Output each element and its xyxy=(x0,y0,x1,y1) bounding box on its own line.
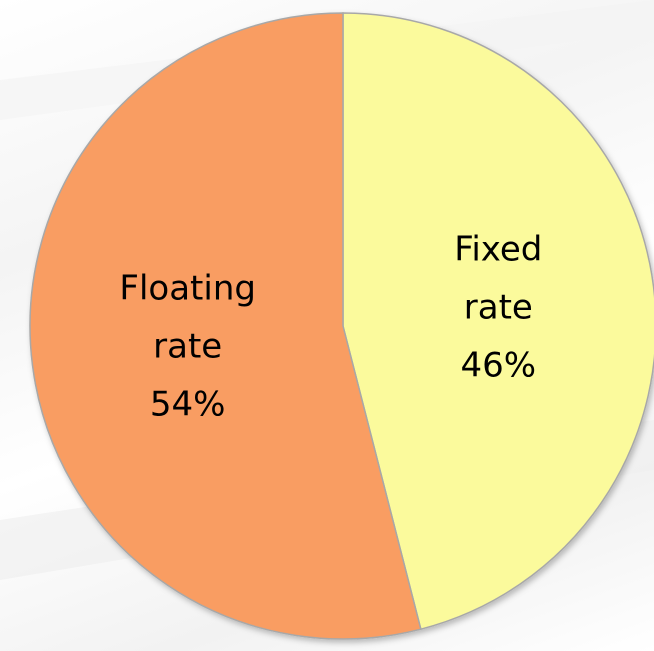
slice-label-line: rate xyxy=(464,287,533,327)
slice-label-line: 46% xyxy=(461,345,537,385)
slice-label-line: 54% xyxy=(150,385,226,425)
slice-label-line: rate xyxy=(153,327,222,367)
pie-labels: Fixed rate 46% Floating rate 54% xyxy=(119,229,542,424)
slice-label-fixed-rate: Fixed rate 46% xyxy=(454,229,542,385)
pie-slice-floating-rate xyxy=(29,12,422,640)
slice-label-line: Floating xyxy=(119,269,256,309)
slice-label-line: Fixed xyxy=(454,229,542,269)
slice-label-floating-rate: Floating rate 54% xyxy=(119,269,256,425)
pie-slices xyxy=(29,12,654,640)
